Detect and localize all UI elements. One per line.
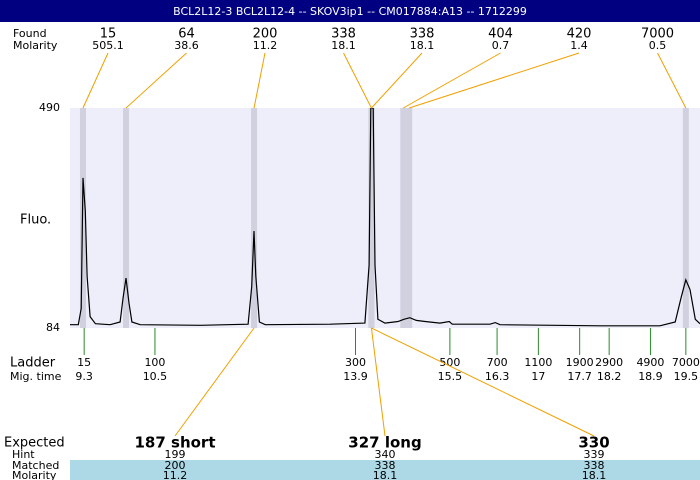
ladder-size: 2900 <box>595 356 623 369</box>
peak-link <box>403 52 501 109</box>
expected-name: 187 short <box>134 434 215 452</box>
peak-molarity: 0.7 <box>492 39 510 52</box>
peak-molarity: 38.6 <box>174 39 199 52</box>
title-bar <box>0 0 700 22</box>
peak-molarity: 0.5 <box>649 39 667 52</box>
matched: 200 <box>165 459 186 472</box>
ladder-time: 15.5 <box>438 370 463 383</box>
y-tick-label: 84 <box>46 321 60 334</box>
matched-molarity: 18.1 <box>582 469 607 480</box>
matched-molarity: 11.2 <box>163 469 188 480</box>
peak-link <box>82 52 109 109</box>
row-label: Molarity <box>12 469 57 480</box>
ladder-time: 17.7 <box>567 370 592 383</box>
ladder-size: 1900 <box>566 356 594 369</box>
peak-band <box>368 108 375 328</box>
ladder-time: 19.5 <box>674 370 699 383</box>
peak-band <box>406 108 413 328</box>
ladder-size: 1100 <box>524 356 552 369</box>
trace <box>70 108 700 327</box>
ladder-size: 7000 <box>672 356 700 369</box>
row-label: Hint <box>12 448 35 461</box>
peak-size: 64 <box>178 27 195 42</box>
title: BCL2L12-3 BCL2L12-4 -- SKOV3ip1 -- CM017… <box>173 5 527 18</box>
y-label: Fluo. <box>20 213 51 228</box>
peak-size: 7000 <box>641 27 674 42</box>
ladder-size: 15 <box>77 356 91 369</box>
peak-size: 15 <box>100 27 117 42</box>
peak-band <box>400 108 407 328</box>
hint: 339 <box>584 448 605 461</box>
peak-band <box>251 108 258 328</box>
peak-link <box>657 52 687 109</box>
ladder-size: 700 <box>487 356 508 369</box>
peak-link <box>371 52 423 109</box>
peak-size: 200 <box>253 27 278 42</box>
peak-molarity: 1.4 <box>570 39 588 52</box>
peak-size: 338 <box>410 27 435 42</box>
peak-link <box>253 52 266 109</box>
peak-molarity: 505.1 <box>92 39 124 52</box>
peak-band <box>123 108 130 328</box>
ladder-time: 9.3 <box>75 370 93 383</box>
ladder-size: 300 <box>345 356 366 369</box>
peak-band <box>682 108 689 328</box>
peak-molarity: 11.2 <box>253 39 278 52</box>
peak-link <box>343 52 372 109</box>
hint: 340 <box>375 448 396 461</box>
ladder-size: 4900 <box>636 356 664 369</box>
row-label: Matched <box>12 459 59 472</box>
ladder-size: 100 <box>144 356 165 369</box>
row-label: Mig. time <box>10 370 62 383</box>
expected-link <box>174 327 255 437</box>
ladder-time: 13.9 <box>343 370 368 383</box>
peak-link <box>125 52 187 109</box>
trace-group <box>70 108 700 327</box>
expected-link <box>371 327 595 437</box>
matched-band <box>70 460 700 480</box>
matched-molarity: 18.1 <box>373 469 398 480</box>
ladder-size: 500 <box>439 356 460 369</box>
peak-size: 338 <box>331 27 356 42</box>
peak-molarity: 18.1 <box>410 39 435 52</box>
matched: 338 <box>375 459 396 472</box>
ladder-time: 16.3 <box>485 370 510 383</box>
expected-link <box>370 327 386 437</box>
row-label: Expected <box>4 436 65 451</box>
row-label: Molarity <box>13 39 58 52</box>
y-tick-label: 490 <box>39 101 60 114</box>
expected-name: 330 <box>578 434 609 452</box>
row-label: Found <box>13 27 47 40</box>
hint: 199 <box>165 448 186 461</box>
ladder-time: 17 <box>531 370 545 383</box>
peak-link <box>409 52 580 109</box>
peak-size: 404 <box>488 27 513 42</box>
peak-size: 420 <box>567 27 592 42</box>
expected-name: 327 long <box>348 434 421 452</box>
ladder-time: 18.9 <box>638 370 663 383</box>
matched: 338 <box>584 459 605 472</box>
ladder-time: 10.5 <box>143 370 168 383</box>
plot-area <box>70 108 700 328</box>
peak-molarity: 18.1 <box>331 39 356 52</box>
ladder-time: 18.2 <box>597 370 622 383</box>
row-label: Ladder <box>10 356 56 371</box>
